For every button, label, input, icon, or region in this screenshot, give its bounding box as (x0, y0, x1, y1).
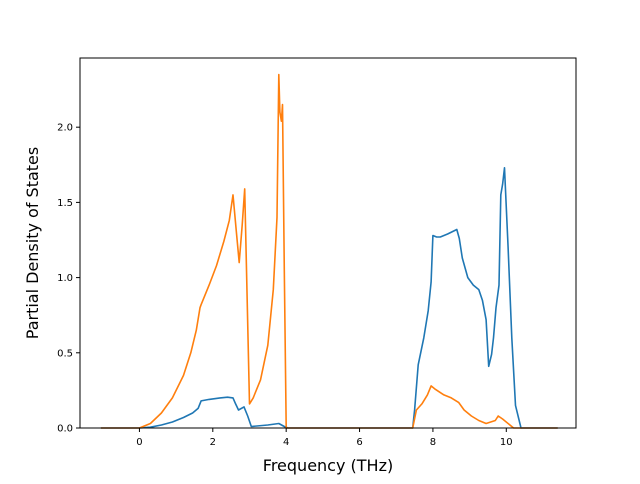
y-axis-label: Partial Density of States (23, 147, 42, 339)
y-tick-label: 1.0 (57, 273, 73, 284)
axes-frame (79, 57, 577, 429)
y-tick-label: 2.0 (57, 123, 73, 134)
x-tick-label: 0 (136, 437, 142, 448)
x-tick-label: 6 (356, 437, 362, 448)
series-line-2 (100, 73, 558, 429)
x-tick-label: 2 (210, 437, 216, 448)
y-tick-label: 0.5 (57, 348, 73, 359)
y-tick-label: 1.5 (57, 198, 73, 209)
x-tick-label: 8 (430, 437, 436, 448)
y-tick-label: 0.0 (57, 424, 73, 435)
x-tick-label: 4 (283, 437, 289, 448)
x-axis-label: Frequency (THz) (263, 456, 393, 475)
plot-layer (100, 73, 558, 429)
x-tick-label: 10 (500, 437, 513, 448)
tick-layer: 0 2 4 6 8 10 0.0 0.5 1.0 1.5 2.0 (57, 123, 513, 448)
series-line-1 (100, 167, 558, 429)
